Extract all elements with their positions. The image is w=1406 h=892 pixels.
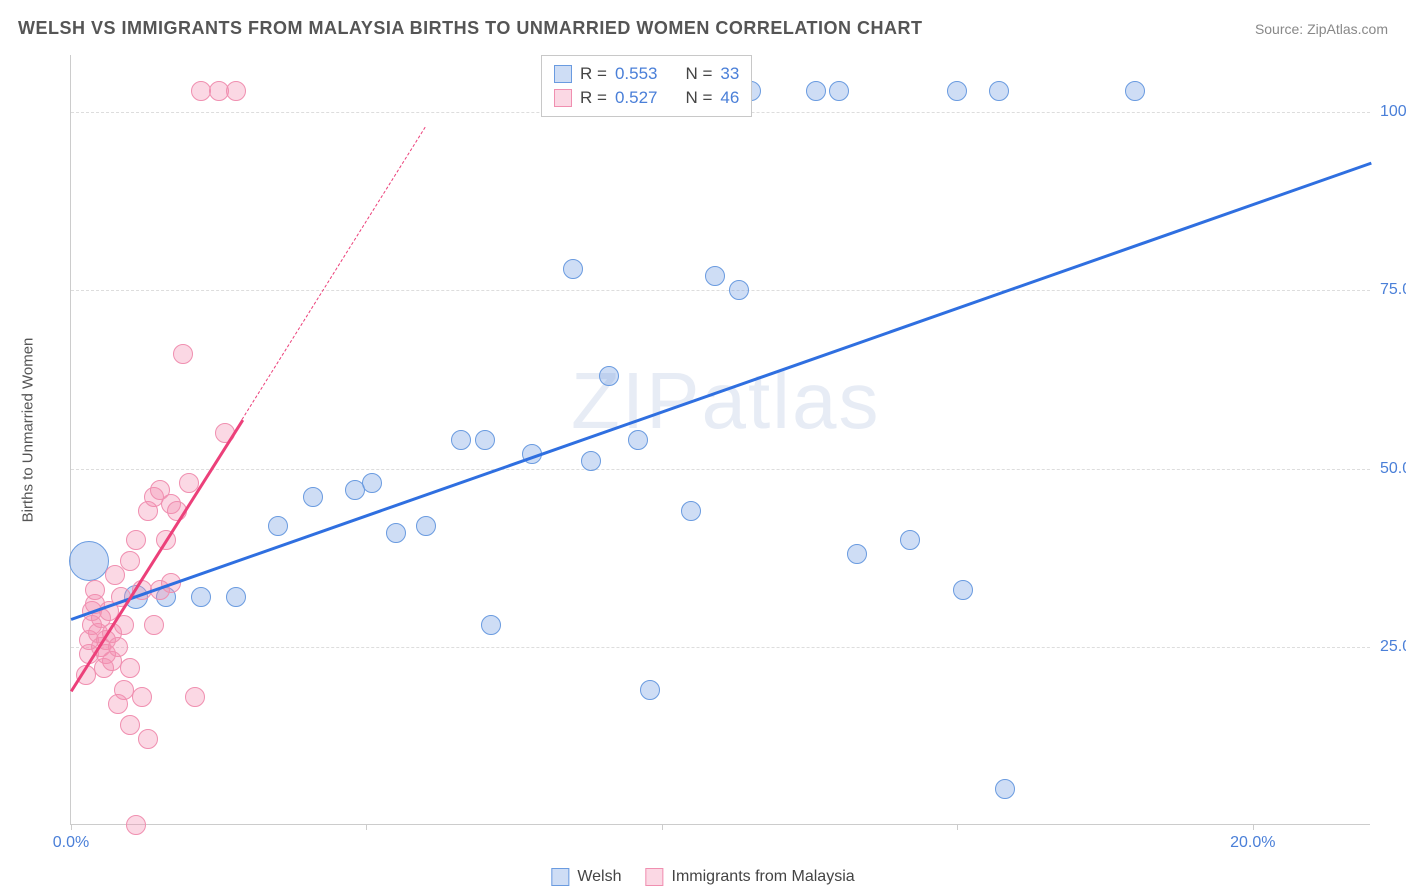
data-point: [126, 815, 146, 835]
data-point: [386, 523, 406, 543]
data-point: [599, 366, 619, 386]
stats-row: R = 0.527 N = 46: [554, 86, 739, 110]
data-point: [806, 81, 826, 101]
stats-swatch: [554, 65, 572, 83]
stats-n-value: 33: [720, 64, 739, 84]
data-point: [226, 587, 246, 607]
trend-line: [242, 127, 426, 420]
y-tick-label: 50.0%: [1380, 460, 1406, 478]
data-point: [995, 779, 1015, 799]
data-point: [729, 280, 749, 300]
legend-swatch-malaysia: [646, 868, 664, 886]
data-point: [120, 551, 140, 571]
legend-item-malaysia: Immigrants from Malaysia: [646, 868, 855, 886]
data-point: [640, 680, 660, 700]
data-point: [185, 687, 205, 707]
data-point: [628, 430, 648, 450]
data-point: [581, 451, 601, 471]
x-tick-mark: [957, 824, 958, 830]
plot-area: ZIPatlas 25.0%50.0%75.0%100.0%0.0%20.0%R…: [70, 55, 1370, 825]
legend-label-malaysia: Immigrants from Malaysia: [672, 868, 855, 886]
data-point: [191, 587, 211, 607]
data-point: [475, 430, 495, 450]
y-tick-label: 100.0%: [1380, 103, 1406, 121]
data-point: [953, 580, 973, 600]
stats-r-value: 0.527: [615, 88, 658, 108]
y-axis-label: Births to Unmarried Women: [20, 338, 37, 523]
data-point: [451, 430, 471, 450]
trend-line: [71, 162, 1372, 621]
stats-r-label: R =: [580, 64, 607, 84]
data-point: [120, 658, 140, 678]
stats-r-value: 0.553: [615, 64, 658, 84]
data-point: [989, 81, 1009, 101]
data-point: [847, 544, 867, 564]
stats-box: R = 0.553 N = 33 R = 0.527 N = 46: [541, 55, 752, 117]
data-point: [144, 615, 164, 635]
data-point: [120, 715, 140, 735]
data-point: [126, 530, 146, 550]
data-point: [108, 637, 128, 657]
data-point: [173, 344, 193, 364]
x-tick-mark: [366, 824, 367, 830]
gridline: [71, 290, 1370, 291]
data-point: [69, 541, 109, 581]
stats-swatch: [554, 89, 572, 107]
data-point: [947, 81, 967, 101]
gridline: [71, 647, 1370, 648]
data-point: [416, 516, 436, 536]
data-point: [1125, 81, 1145, 101]
y-tick-label: 75.0%: [1380, 281, 1406, 299]
stats-n-label: N =: [685, 88, 712, 108]
legend-item-welsh: Welsh: [551, 868, 621, 886]
x-tick-mark: [1253, 824, 1254, 830]
gridline: [71, 469, 1370, 470]
data-point: [132, 687, 152, 707]
data-point: [900, 530, 920, 550]
data-point: [226, 81, 246, 101]
legend: Welsh Immigrants from Malaysia: [551, 868, 854, 886]
data-point: [362, 473, 382, 493]
watermark: ZIPatlas: [571, 355, 880, 447]
y-tick-label: 25.0%: [1380, 638, 1406, 656]
chart-title: WELSH VS IMMIGRANTS FROM MALAYSIA BIRTHS…: [18, 18, 922, 39]
data-point: [481, 615, 501, 635]
x-tick-label: 20.0%: [1230, 834, 1275, 852]
legend-label-welsh: Welsh: [577, 868, 621, 886]
data-point: [829, 81, 849, 101]
x-tick-mark: [71, 824, 72, 830]
stats-n-value: 46: [720, 88, 739, 108]
data-point: [563, 259, 583, 279]
data-point: [85, 580, 105, 600]
legend-swatch-welsh: [551, 868, 569, 886]
data-point: [303, 487, 323, 507]
x-tick-label: 0.0%: [53, 834, 89, 852]
source-attribution: Source: ZipAtlas.com: [1255, 21, 1388, 37]
data-point: [138, 729, 158, 749]
x-tick-mark: [662, 824, 663, 830]
chart-header: WELSH VS IMMIGRANTS FROM MALAYSIA BIRTHS…: [18, 18, 1388, 39]
data-point: [268, 516, 288, 536]
stats-n-label: N =: [685, 64, 712, 84]
stats-row: R = 0.553 N = 33: [554, 62, 739, 86]
data-point: [705, 266, 725, 286]
data-point: [681, 501, 701, 521]
stats-r-label: R =: [580, 88, 607, 108]
